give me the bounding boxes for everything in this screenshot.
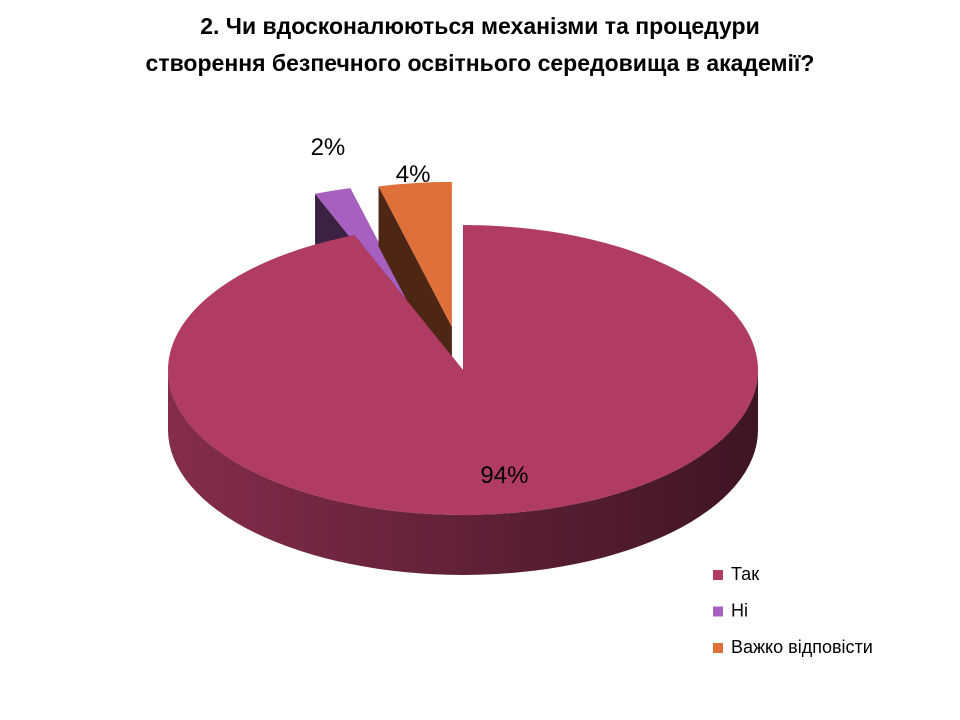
legend-swatch — [713, 570, 723, 580]
data-label: 94% — [480, 462, 528, 489]
legend-swatch — [713, 643, 723, 653]
slice-top — [168, 225, 759, 515]
pie: 94% 2% 4% — [168, 134, 759, 575]
chart-title: 2. Чи вдосконалюються механізми та проце… — [200, 13, 760, 39]
legend-label: Так — [731, 564, 759, 584]
legend-label: Ні — [731, 600, 748, 620]
legend-label: Важко відповісти — [731, 637, 873, 657]
slice — [168, 225, 759, 575]
data-label: 2% — [311, 134, 346, 161]
chart-title: створення безпечного освітнього середови… — [146, 50, 815, 76]
legend-swatch — [713, 606, 723, 617]
data-label: 4% — [396, 161, 431, 188]
slice-top — [378, 181, 452, 327]
legend: Так Ні Важко відповісти — [713, 564, 873, 657]
slice-side — [168, 370, 758, 575]
